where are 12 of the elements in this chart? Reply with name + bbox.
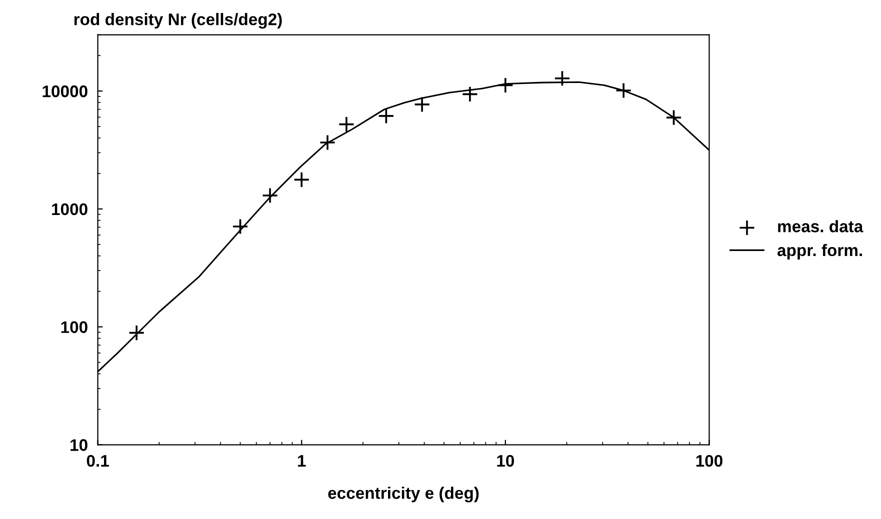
y-tick-label: 10 — [70, 439, 88, 451]
y-tick-label: 100 — [61, 321, 88, 334]
y-tick-label: 1000 — [52, 203, 88, 216]
y-tick-label: 10000 — [42, 85, 88, 98]
x-tick-label: 0.1 — [86, 454, 109, 467]
x-tick-label: 10 — [497, 454, 514, 467]
x-axis-title: eccentricity e (deg) — [328, 486, 479, 502]
y-axis-title: rod density Nr (cells/deg2) — [74, 13, 282, 29]
x-tick-label: 1 — [298, 455, 306, 467]
legend-label: appr. form. — [777, 244, 862, 260]
x-tick-label: 100 — [696, 454, 722, 467]
legend-label: meas. data — [778, 220, 864, 232]
